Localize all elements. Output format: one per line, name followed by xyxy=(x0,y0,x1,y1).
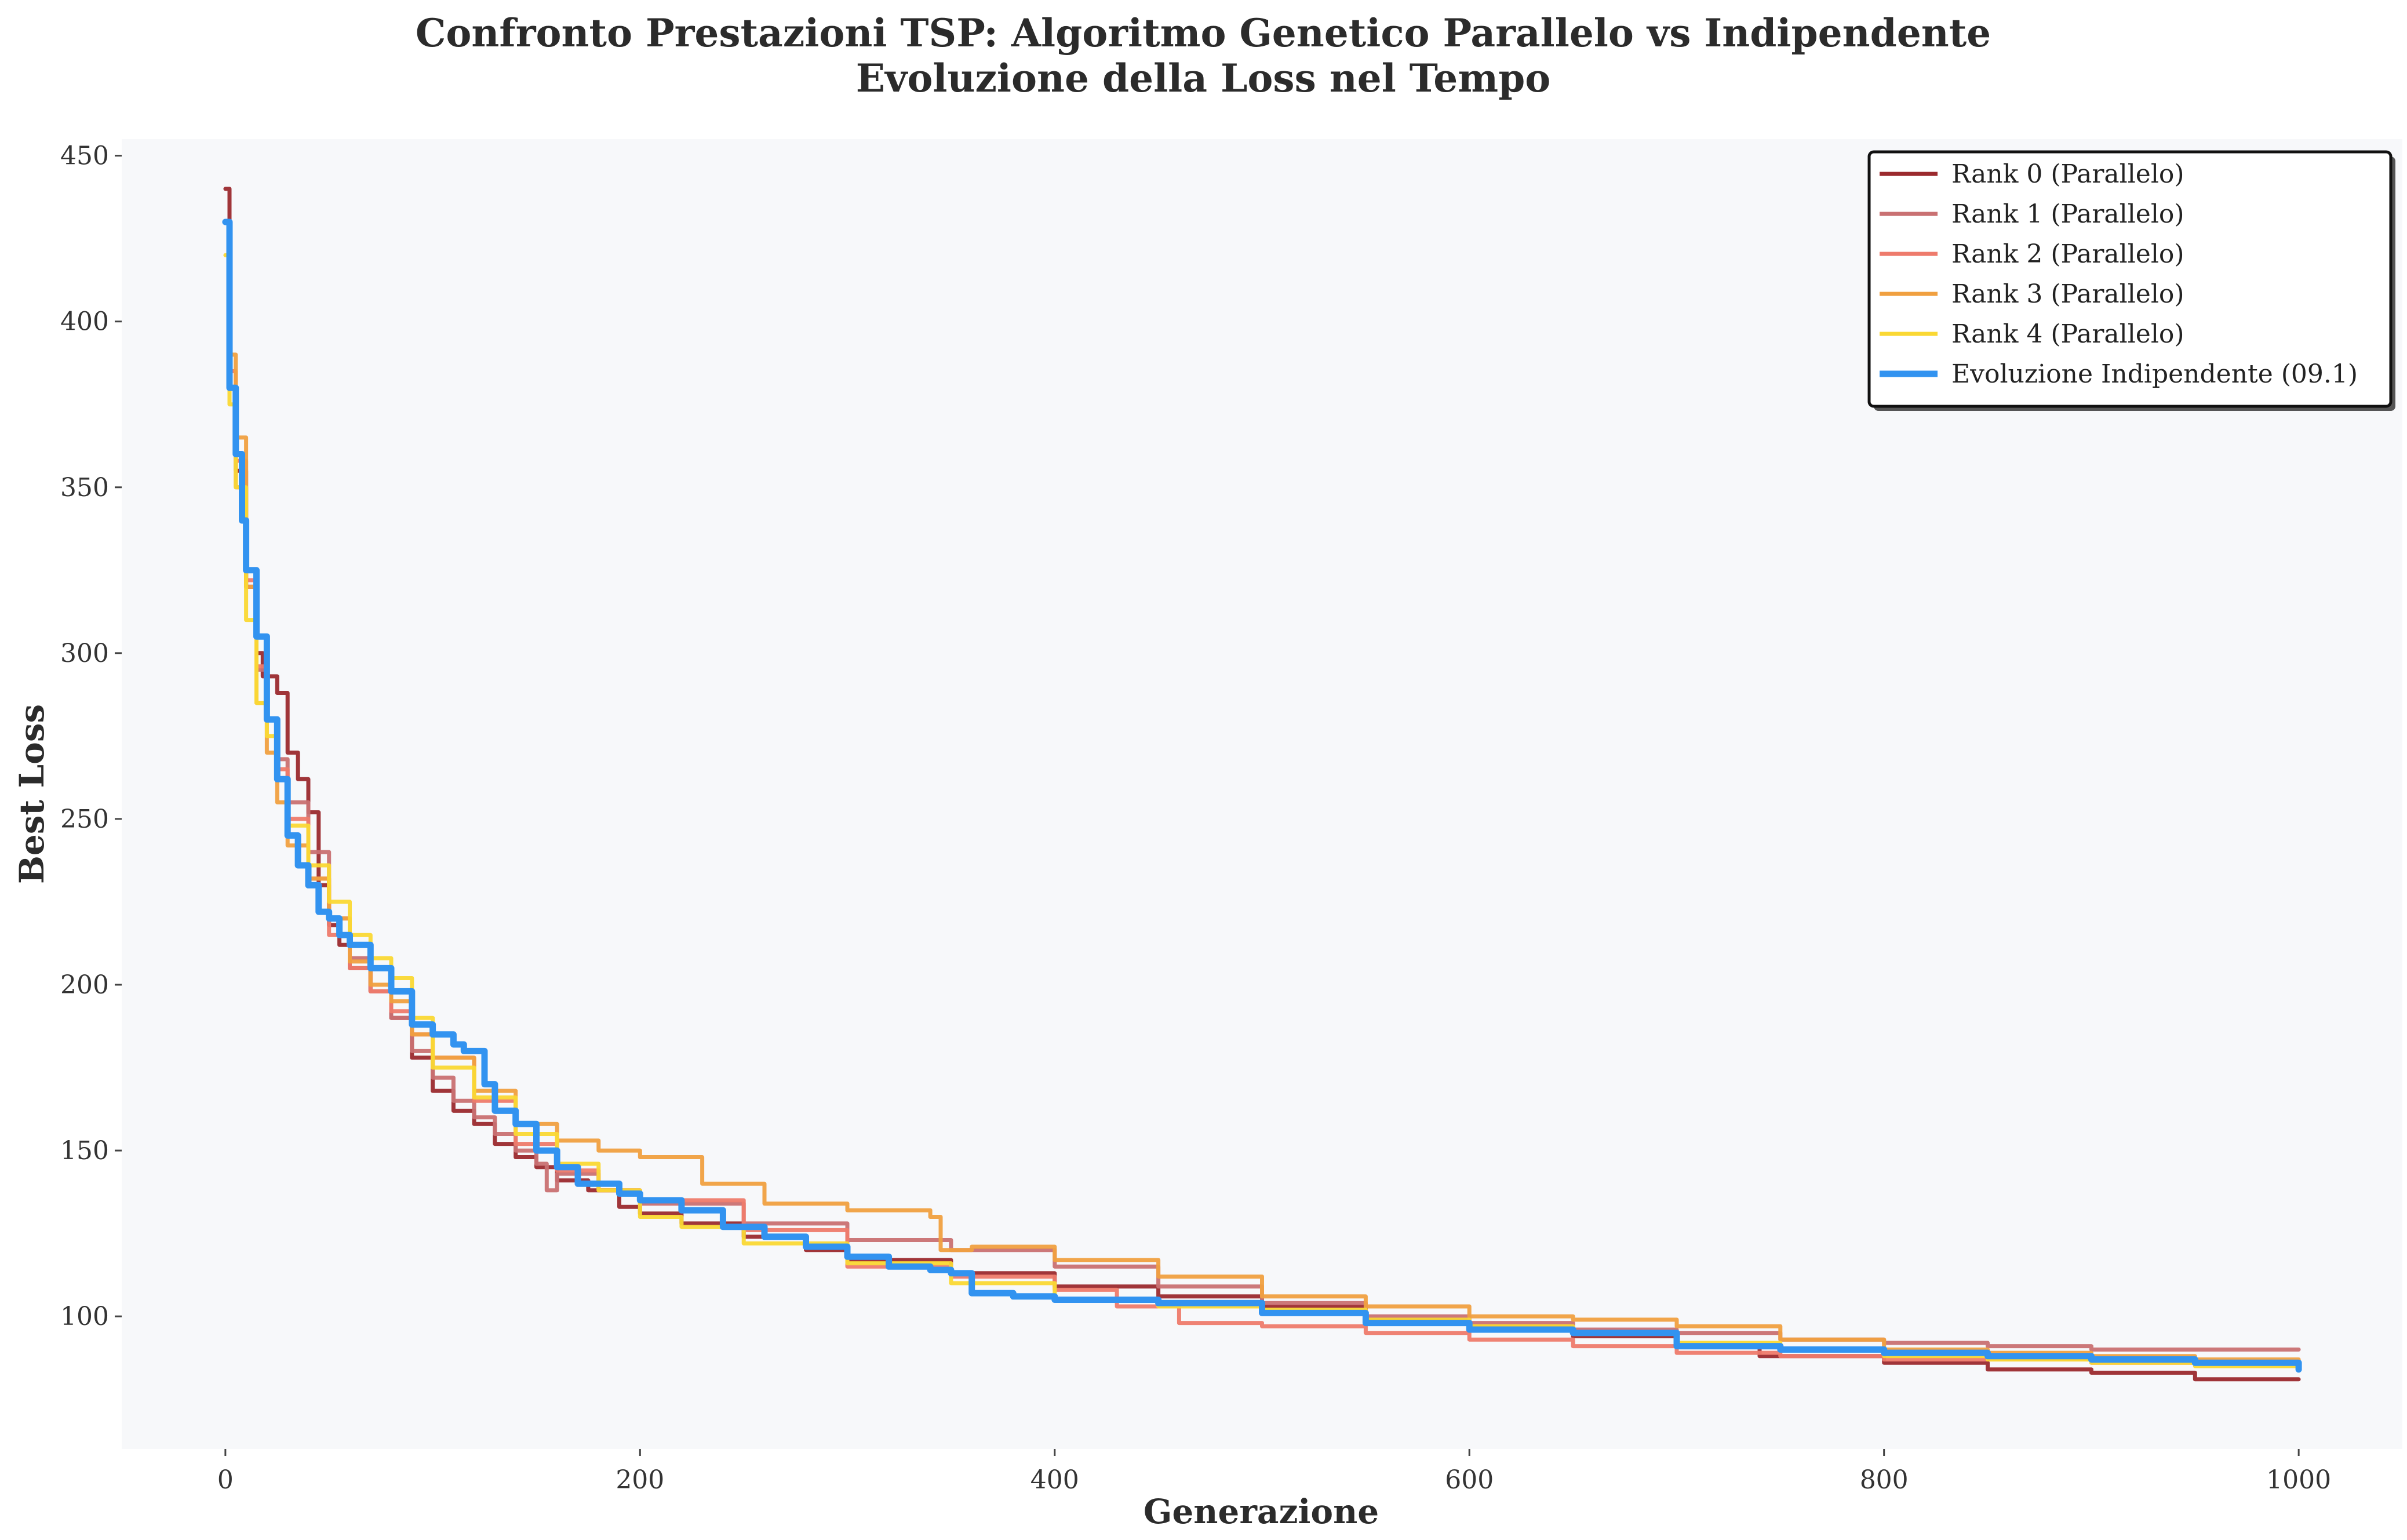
y-tick-label: 200 xyxy=(60,970,109,1000)
y-tick-label: 250 xyxy=(60,804,109,834)
series-lines xyxy=(222,187,2302,1382)
legend-label-1: Rank 1 (Parallelo) xyxy=(1951,199,2184,229)
x-tick-label: 400 xyxy=(1030,1465,1079,1495)
series-line-5 xyxy=(222,219,2302,1373)
y-tick-label: 400 xyxy=(60,307,109,337)
x-axis-label: Generazione xyxy=(1144,1492,1379,1531)
x-tick-label: 200 xyxy=(616,1465,664,1495)
y-tick-label: 300 xyxy=(60,639,109,668)
x-tick-label: 800 xyxy=(1860,1465,1909,1495)
x-tick-label: 600 xyxy=(1445,1465,1494,1495)
chart-title-line1: Confronto Prestazioni TSP: Algoritmo Gen… xyxy=(416,10,1991,56)
y-tick-label: 350 xyxy=(60,473,109,503)
legend-label-2: Rank 2 (Parallelo) xyxy=(1951,239,2184,269)
legend-box xyxy=(1867,150,2393,408)
legend: Rank 0 (Parallelo) Rank 1 (Parallelo) Rank… xyxy=(1867,150,2395,411)
legend-label-5: Evoluzione Indipendente (09.1) xyxy=(1951,359,2358,389)
y-tick-label: 450 xyxy=(60,141,109,171)
x-axis-ticks: 0 200 400 600 800 1000 xyxy=(217,1449,2331,1495)
y-axis-ticks: 100 150 200 250 300 350 400 450 xyxy=(60,141,122,1331)
x-tick-label: 0 xyxy=(217,1465,234,1495)
legend-label-3: Rank 3 (Parallelo) xyxy=(1951,279,2184,309)
chart-title-line2: Evoluzione della Loss nel Tempo xyxy=(856,56,1551,101)
x-tick-label: 1000 xyxy=(2266,1465,2331,1495)
y-tick-label: 100 xyxy=(60,1302,109,1331)
y-tick-label: 150 xyxy=(60,1136,109,1166)
legend-label-0: Rank 0 (Parallelo) xyxy=(1951,159,2184,189)
legend-label-4: Rank 4 (Parallelo) xyxy=(1951,319,2184,349)
y-axis-label: Best Loss xyxy=(12,704,52,884)
series-line-3 xyxy=(223,220,2301,1361)
